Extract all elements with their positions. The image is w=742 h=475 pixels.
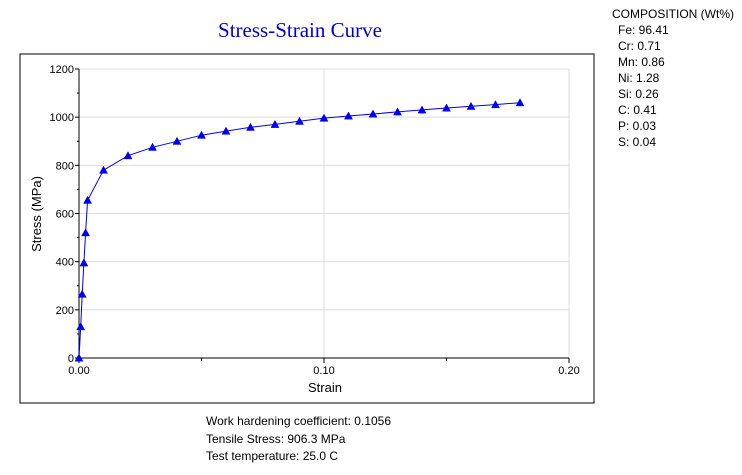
composition-item: Ni: 1.28 [618, 71, 660, 85]
data-point [83, 195, 92, 204]
composition-item: P: 0.03 [618, 119, 657, 133]
composition-item: Cr: 0.71 [618, 39, 661, 53]
y-tick-label: 600 [56, 209, 74, 221]
work-hardening-note: Work hardening coefficient: 0.1056 [206, 414, 392, 428]
data-point [442, 103, 451, 112]
data-point [79, 258, 89, 267]
y-tick-label: 1200 [50, 64, 74, 76]
y-tick-label: 0 [68, 353, 74, 365]
y-axis-label: Stress (MPa) [29, 176, 44, 252]
axes-layer: 0 200 400 600 800 1000 1200 0.00 0.10 0.20 [50, 64, 580, 377]
data-point [393, 107, 402, 116]
data-point [123, 151, 133, 160]
grid-layer [78, 68, 570, 359]
data-point [491, 100, 500, 109]
y-tick-label: 800 [56, 160, 74, 172]
data-point [172, 136, 182, 145]
x-tick-label: 0.10 [313, 365, 334, 377]
data-point [368, 109, 378, 118]
composition-item: Fe: 96.41 [618, 23, 669, 37]
data-point [246, 122, 255, 131]
test-temperature-note: Test temperature: 25.0 C [206, 449, 339, 463]
data-point [221, 126, 231, 135]
data-point [81, 228, 91, 237]
data-point [344, 111, 353, 120]
data-point [515, 98, 525, 107]
composition-panel: COMPOSITION (Wt%) Fe: 96.41 Cr: 0.71 Mn:… [612, 6, 734, 150]
data-point [417, 105, 427, 114]
data-point [76, 322, 86, 331]
data-point [197, 130, 206, 139]
chart-title: Stress-Strain Curve [218, 18, 382, 42]
series-layer [74, 98, 525, 362]
data-point [270, 119, 280, 128]
composition-item: Mn: 0.86 [618, 55, 665, 69]
chart-frame [19, 53, 595, 404]
composition-item: S: 0.04 [618, 135, 657, 149]
x-axis-label: Strain [308, 380, 342, 395]
data-point [148, 142, 157, 151]
tensile-stress-note: Tensile Stress: 906.3 MPa [206, 431, 346, 446]
test-notes: Work hardening coefficient: 0.1056 Tensi… [206, 413, 391, 466]
composition-item: C: 0.41 [618, 103, 657, 117]
data-point [74, 353, 84, 362]
data-point [295, 116, 304, 125]
x-tick-label: 0.20 [558, 365, 579, 377]
composition-heading: COMPOSITION (Wt%) [612, 7, 734, 21]
x-tick-label: 0.00 [68, 365, 89, 377]
y-tick-label: 1000 [50, 112, 74, 124]
data-point [466, 101, 476, 110]
y-tick-label: 400 [56, 257, 74, 269]
composition-item: Si: 0.26 [618, 87, 659, 101]
y-tick-label: 200 [56, 305, 74, 317]
data-point [319, 113, 329, 122]
data-point [99, 165, 108, 174]
data-point [77, 289, 87, 298]
series-line [78, 102, 521, 359]
